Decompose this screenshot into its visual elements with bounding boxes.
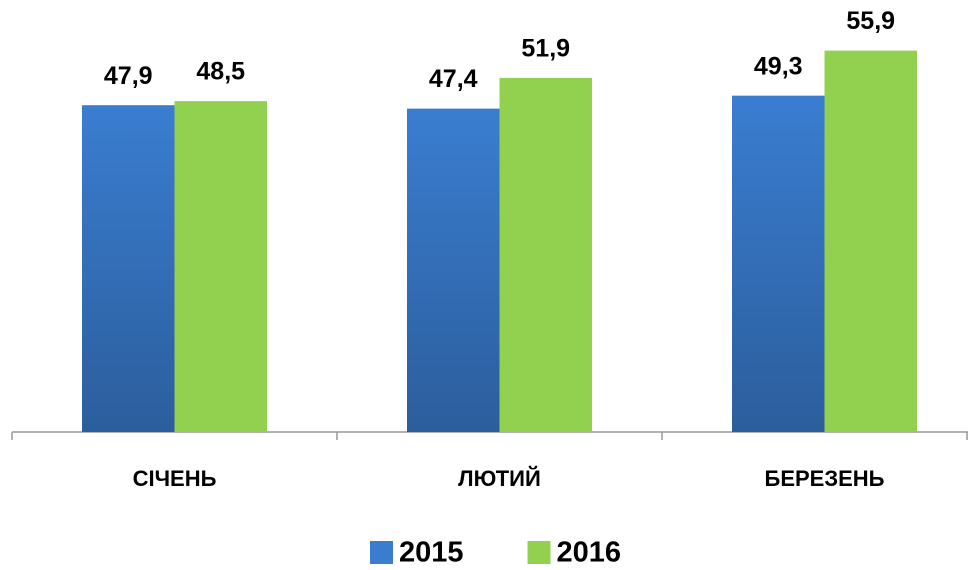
x-tick-label: БЕРЕЗЕНЬ [765, 466, 885, 491]
data-label: 47,4 [429, 65, 478, 93]
legend-swatch [370, 541, 393, 564]
x-tick-label: ЛЮТИЙ [458, 466, 541, 491]
bar [174, 101, 267, 433]
data-label: 48,5 [196, 58, 245, 86]
bar [499, 77, 592, 432]
bar-shade [407, 108, 500, 432]
bar-shade [732, 95, 825, 432]
bar-shade [82, 105, 175, 432]
data-label: 55,9 [846, 7, 895, 35]
legend-swatch [527, 541, 551, 564]
data-label: 47,9 [104, 62, 153, 90]
legend-label: 2016 [557, 537, 622, 569]
data-label: 49,3 [754, 52, 803, 80]
legend-label: 2015 [399, 537, 464, 569]
x-tick-label: СІЧЕНЬ [133, 466, 217, 491]
bar [824, 50, 917, 433]
data-label: 51,9 [521, 35, 570, 63]
